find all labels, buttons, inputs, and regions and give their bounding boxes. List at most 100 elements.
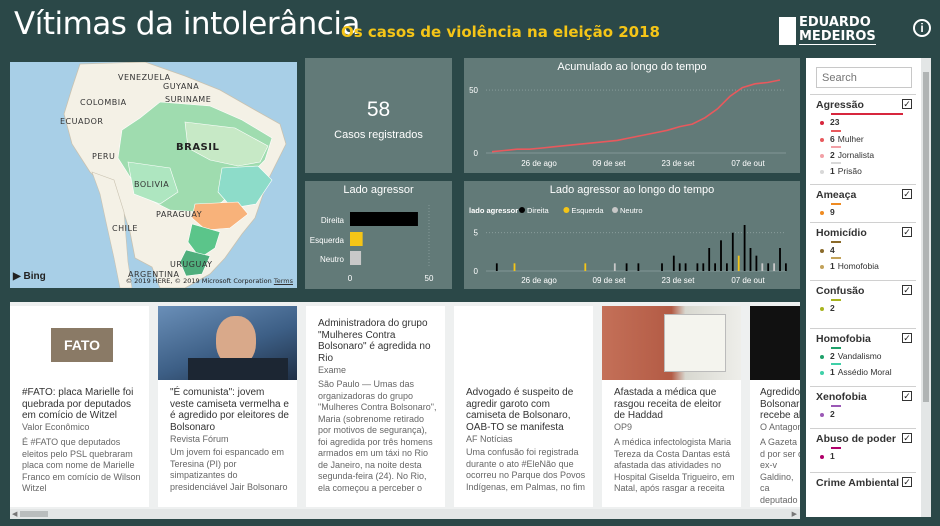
item-color-bar bbox=[831, 162, 841, 164]
filter-item-count: 9 bbox=[830, 207, 835, 217]
scroll-thumb[interactable] bbox=[20, 511, 48, 517]
checkbox-icon[interactable]: ✓ bbox=[902, 285, 912, 295]
checkbox-icon[interactable]: ✓ bbox=[902, 227, 912, 237]
vertical-scrollbar[interactable] bbox=[921, 58, 931, 517]
filter-item[interactable]: 2 Jornalista bbox=[820, 146, 875, 160]
map-shapes bbox=[63, 62, 287, 288]
checkbox-icon[interactable]: ✓ bbox=[902, 477, 912, 487]
filter-category[interactable]: Homofobia ✓ 2 Vandalismo 1 Assédio Moral bbox=[810, 328, 916, 386]
filter-category-name: Ameaça bbox=[816, 189, 857, 201]
filter-item[interactable]: 23 bbox=[820, 113, 903, 127]
filter-panel[interactable]: Agressão✓236Mulher2Jornalista1PrisãoAmea… bbox=[806, 58, 931, 517]
filter-category[interactable]: Agressão ✓ 23 6 Mulher 2 Jornalista 1 Prisão bbox=[810, 94, 916, 184]
scroll-right-icon[interactable]: ▶ bbox=[791, 511, 797, 518]
document-photo bbox=[664, 314, 726, 372]
bar bbox=[761, 263, 764, 271]
filter-item[interactable]: 6 Mulher bbox=[820, 130, 864, 144]
info-icon[interactable]: i bbox=[913, 19, 931, 37]
filter-category[interactable]: Crime Ambiental ✓ bbox=[810, 472, 916, 502]
news-card[interactable]: "É comunista": jovem veste camiseta verm… bbox=[158, 306, 297, 507]
filter-item[interactable]: 1 Homofobia bbox=[820, 257, 879, 271]
news-body: Um jovem foi espancado em Teresina (PI) … bbox=[170, 447, 288, 492]
item-color-bar bbox=[831, 113, 903, 115]
scroll-thumb[interactable] bbox=[923, 72, 929, 402]
filter-item[interactable]: 1 Prisão bbox=[820, 162, 862, 176]
page-title: Vítimas da intolerância bbox=[14, 6, 360, 42]
news-card[interactable]: Administradora do grupo "Mulheres Contra… bbox=[306, 306, 445, 507]
horizontal-scrollbar[interactable]: ◀ ▶ bbox=[10, 509, 800, 519]
item-color-bar bbox=[831, 203, 841, 205]
filter-category[interactable]: Confusão ✓ 2 bbox=[810, 280, 916, 328]
bar bbox=[755, 255, 758, 271]
filter-item[interactable]: 2 bbox=[820, 299, 841, 313]
news-headline[interactable]: Agredido Bolsonaro recebe alt bbox=[760, 387, 800, 421]
news-card[interactable]: FATO #FATO: placa Marielle foi quebrada … bbox=[10, 306, 149, 507]
filter-item[interactable]: 4 bbox=[820, 241, 841, 255]
suit-photo bbox=[188, 358, 288, 380]
filter-category[interactable]: Ameaça ✓ 9 bbox=[810, 184, 916, 222]
news-headline[interactable]: Administradora do grupo "Mulheres Contra… bbox=[318, 318, 431, 364]
aggressor-time-chart[interactable]: Lado agressor ao longo do tempo lado agr… bbox=[464, 181, 800, 289]
dot-icon bbox=[820, 264, 824, 269]
accumulated-chart[interactable]: Acumulado ao longo do tempo 0 50 26 de ago… bbox=[464, 58, 800, 173]
news-image bbox=[602, 306, 741, 380]
map-label: PARAGUAY bbox=[156, 210, 203, 219]
news-carousel[interactable]: FATO #FATO: placa Marielle foi quebrada … bbox=[10, 302, 800, 519]
checkbox-icon[interactable]: ✓ bbox=[902, 391, 912, 401]
bar bbox=[731, 232, 734, 271]
aggressor-chart[interactable]: Lado agressor Direita Esquerda Neutro 0 50 bbox=[305, 181, 452, 289]
y-tick-label: 5 bbox=[474, 229, 479, 238]
checkbox-icon[interactable]: ✓ bbox=[902, 99, 912, 109]
news-body: A Gazeta d por ser o ex-v Galdino, ca de… bbox=[760, 437, 800, 507]
search-input[interactable] bbox=[816, 67, 912, 88]
logo-mark-icon bbox=[779, 17, 796, 45]
map-label: VENEZUELA bbox=[118, 73, 171, 82]
bar bbox=[737, 255, 740, 271]
bar bbox=[708, 248, 711, 271]
filter-item-count: 2 bbox=[830, 303, 835, 313]
filter-item[interactable]: 2 bbox=[820, 405, 841, 419]
news-source: OP9 bbox=[614, 422, 633, 432]
news-source: Valor Econômico bbox=[22, 422, 90, 432]
fato-logo: FATO bbox=[51, 328, 113, 362]
legend-label: Esquerda bbox=[571, 206, 604, 215]
checkbox-icon[interactable]: ✓ bbox=[902, 189, 912, 199]
news-card[interactable]: Afastada a médica que rasgou receita de … bbox=[602, 306, 741, 507]
x-tick-label: 50 bbox=[425, 274, 434, 283]
filter-category[interactable]: Abuso de poder ✓ 1 bbox=[810, 428, 916, 472]
filter-item-count: 1 bbox=[830, 261, 835, 271]
news-headline[interactable]: Afastada a médica que rasgou receita de … bbox=[614, 387, 722, 421]
accumulated-chart-plot: 0 50 26 de ago 09 de set 23 de set 07 de out bbox=[469, 79, 786, 168]
news-headline[interactable]: "É comunista": jovem veste camiseta verm… bbox=[170, 387, 289, 433]
news-headline[interactable]: Advogado é suspeito de agredir garoto co… bbox=[466, 387, 574, 433]
filter-item[interactable]: 1 bbox=[820, 447, 841, 461]
map-label: COLOMBIA bbox=[80, 98, 127, 107]
filter-item[interactable]: 2 Vandalismo bbox=[820, 347, 882, 361]
filter-item[interactable]: 1 Assédio Moral bbox=[820, 363, 892, 377]
filter-category[interactable]: Xenofobia ✓ 2 bbox=[810, 386, 916, 428]
checkbox-icon[interactable]: ✓ bbox=[902, 333, 912, 343]
map-visual[interactable]: VENEZUELA GUYANA SURINAME COLOMBIA ECUAD… bbox=[10, 62, 297, 288]
news-image: FATO bbox=[10, 306, 149, 380]
item-color-bar bbox=[831, 241, 841, 243]
item-color-bar bbox=[831, 405, 841, 407]
y-tick-label: 50 bbox=[469, 86, 478, 95]
scroll-left-icon[interactable]: ◀ bbox=[12, 511, 18, 518]
checkbox-icon[interactable]: ✓ bbox=[902, 433, 912, 443]
item-color-bar bbox=[831, 363, 841, 365]
news-headline[interactable]: #FATO: placa Marielle foi quebrada por d… bbox=[22, 387, 134, 421]
bar bbox=[785, 263, 787, 271]
map-terms-link[interactable]: Terms bbox=[273, 277, 293, 285]
news-body: Uma confusão foi registrada durante o at… bbox=[466, 447, 586, 492]
news-card[interactable]: Advogado é suspeito de agredir garoto co… bbox=[454, 306, 593, 507]
news-image bbox=[158, 306, 297, 380]
map-label: ARGENTINA bbox=[128, 270, 180, 279]
filter-item-count: 2 bbox=[830, 351, 835, 361]
filter-item-label: Jornalista bbox=[837, 150, 875, 160]
news-card[interactable]: Agredido Bolsonaro recebe alt O Antagon … bbox=[750, 306, 800, 507]
line-series bbox=[491, 79, 781, 153]
filter-item[interactable]: 9 bbox=[820, 203, 841, 217]
cases-count: 58 bbox=[366, 98, 391, 121]
news-source: Revista Fórum bbox=[170, 434, 229, 444]
filter-category[interactable]: Homicídio ✓ 4 1 Homofobia bbox=[810, 222, 916, 280]
